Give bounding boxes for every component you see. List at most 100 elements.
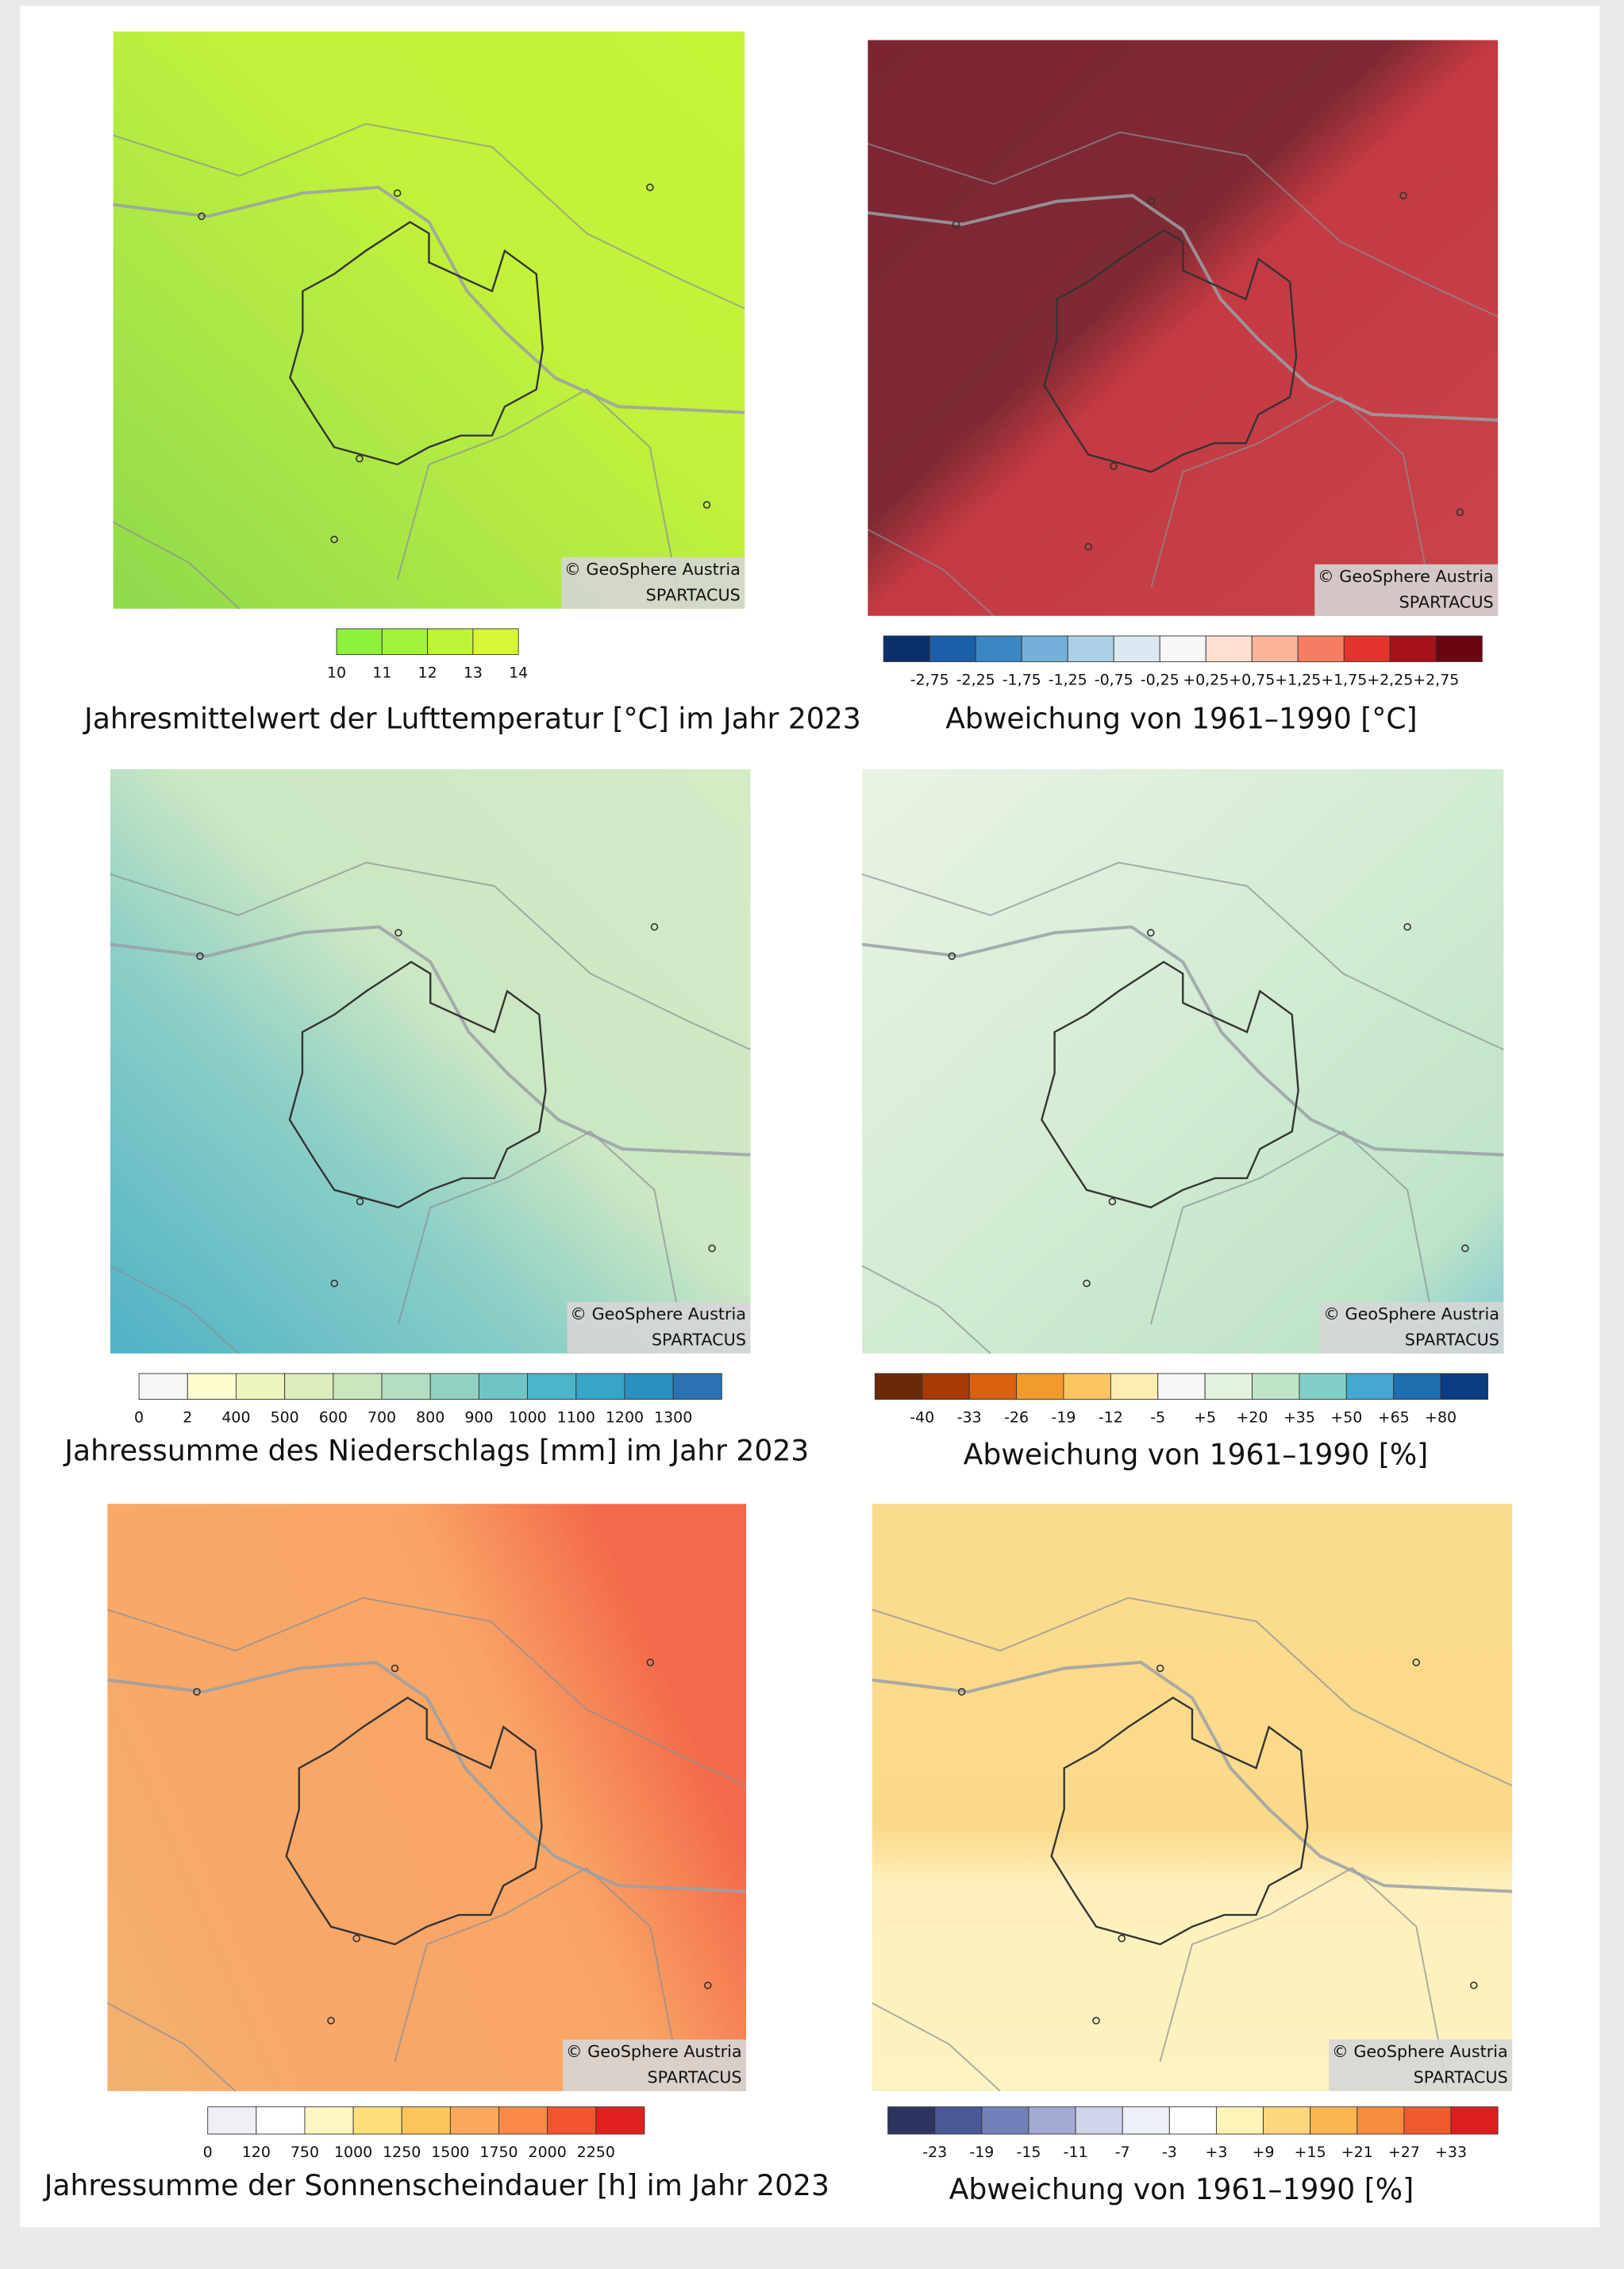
legend-label: -3 [1162,2144,1177,2161]
legend-swatch [1168,2106,1217,2135]
river [1159,1866,1449,2092]
river [113,521,241,610]
legend-label: -2,25 [956,671,995,688]
legend-swatch [922,1373,970,1400]
city-boundary [289,221,544,466]
legend-label: -19 [969,2144,994,2161]
legend-swatch [672,1373,722,1400]
legend-label: 2250 [577,2144,615,2161]
town-marker [1092,2017,1100,2024]
legend-label: 400 [221,1409,250,1427]
town-marker [1156,1664,1164,1673]
legend-label: -23 [922,2144,947,2161]
legend-label: 13 [464,664,483,681]
legend-label: -15 [1016,2144,1041,2161]
town-marker [356,454,364,463]
legend-label: 900 [464,1409,493,1427]
credit-text: SPARTACUS [1399,593,1494,612]
town-marker [193,1688,201,1696]
town-marker [1461,1244,1469,1253]
credit-text: SPARTACUS [647,2068,741,2087]
legend-label: 120 [242,2144,271,2161]
legend-label: -26 [1004,1409,1029,1427]
legend-label: -40 [910,1409,934,1427]
town-marker [650,923,659,931]
legend-swatch [336,628,383,655]
town-marker [1118,1934,1126,1943]
town-marker [646,183,654,191]
legend-swatch [187,1373,237,1400]
legend-label: 1000 [334,2144,372,2161]
legend-swatch [1403,2106,1452,2135]
legend-swatch [304,2106,354,2135]
town-marker [1456,508,1464,516]
road [872,1660,1513,1893]
legend-swatch [981,2106,1029,2135]
legend-label: -0,75 [1095,671,1133,688]
river [868,131,1499,318]
city-boundary [285,1696,543,1946]
legend-label: 1750 [479,2144,518,2161]
legend-label: -5 [1150,1409,1165,1427]
legend-swatch [1345,1373,1395,1400]
town-marker [393,189,402,198]
legend-label: 1000 [508,1409,546,1427]
legend-label: -12 [1099,1409,1123,1427]
legend-swatch [1299,1373,1347,1400]
legend-swatch [352,2106,402,2135]
legend-swatch [236,1373,286,1400]
legend-label: 14 [509,664,528,681]
legend-swatch [256,2106,306,2135]
legend-swatch [207,2106,257,2135]
credit-text: SPARTACUS [652,1331,746,1350]
map: © GeoSphere Austria SPARTACUS [113,31,745,610]
legend-swatch [874,1373,923,1400]
map-field [872,1504,1513,2091]
river [861,1265,991,1354]
panel-title: Jahressumme der Sonnenscheindauer [h] im… [43,2169,829,2202]
town-marker [198,212,206,221]
panel-title: Abweichung von 1961–1990 [%] [964,1439,1428,1472]
river [110,861,751,1050]
legend-swatch [138,1373,188,1400]
legend-label: 1500 [431,2144,469,2161]
road [861,925,1504,1157]
city-boundary [1041,961,1299,1209]
map: © GeoSphere Austria SPARTACUS [872,1504,1513,2092]
map-field [862,769,1504,1354]
legend-swatch [1357,2106,1405,2135]
legend-swatch [1204,1373,1253,1400]
legend-swatch [575,1373,625,1400]
legend-label: +2,75 [1413,671,1459,688]
legend-swatch [1159,635,1206,662]
credit-box [1314,564,1499,616]
town-marker [330,1279,339,1288]
town-marker [1084,542,1092,551]
river [1149,1130,1441,1354]
legend-label: 2 [183,1409,192,1427]
legend-swatch [401,2106,451,2135]
map-field [868,40,1499,616]
road [868,194,1499,422]
town-marker [356,1197,364,1206]
map-field [107,1504,747,2091]
map-field [110,769,751,1354]
legend-label: +27 [1388,2144,1420,2161]
credit-box [563,2039,747,2091]
legend-swatch [284,1373,334,1400]
panel-title: Abweichung von 1961–1990 [%] [949,2173,1414,2206]
town-marker [1083,1279,1091,1288]
legend-label: 750 [291,2144,319,2161]
legend-swatch [929,635,976,662]
legend-swatch [1157,1373,1206,1400]
legend-label: +65 [1378,1409,1410,1427]
panel-title: Jahressumme des Niederschlags [mm] im Ja… [63,1434,809,1467]
legend-label: -1,25 [1049,671,1087,688]
legend-swatch [1028,2106,1076,2135]
legend-label: +5 [1194,1409,1216,1427]
legend-swatch [968,1373,1018,1400]
legend-label: +1,25 [1275,671,1321,688]
town-marker [1110,462,1118,470]
river [107,1597,747,1787]
